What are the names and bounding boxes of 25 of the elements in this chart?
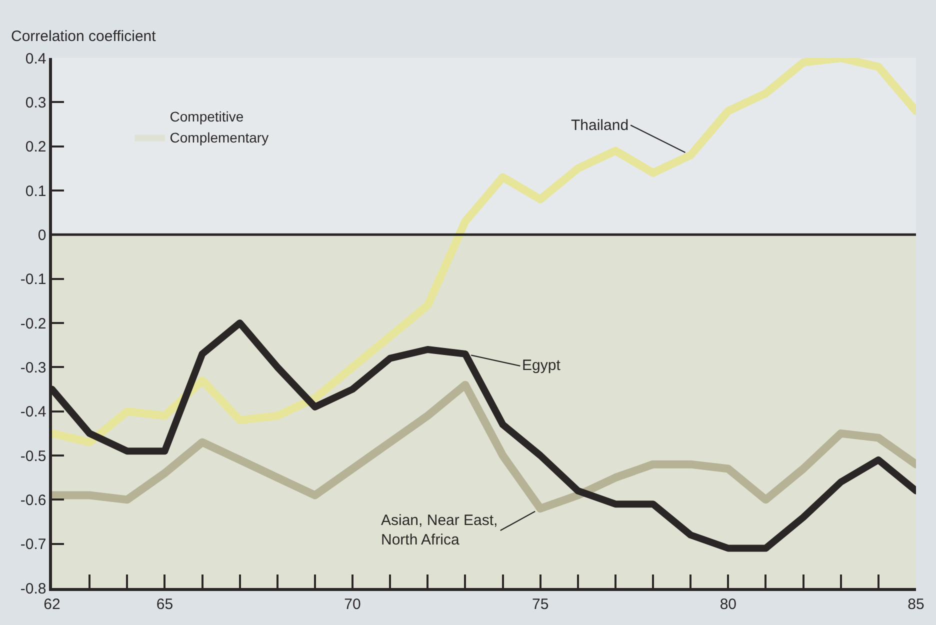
x-tick-label: 70 bbox=[344, 596, 361, 613]
y-tick-label: 0.1 bbox=[25, 182, 46, 200]
x-tick-label: 80 bbox=[720, 596, 737, 613]
legend-label: Complementary bbox=[170, 130, 269, 146]
x-tick-label: 65 bbox=[156, 596, 174, 613]
x-tick-label: 85 bbox=[908, 596, 924, 613]
legend-label: Egypt bbox=[522, 357, 562, 374]
x-tick-label: 75 bbox=[532, 596, 549, 613]
y-axis-title: Correlation coefficient bbox=[11, 28, 157, 45]
x-tick-label: 62 bbox=[44, 596, 60, 613]
y-tick-label: -0.5 bbox=[20, 448, 46, 465]
y-tick-label: 0.3 bbox=[25, 94, 46, 112]
series-label: Thailand bbox=[571, 117, 629, 134]
text: Asian, Near East, North Africa bbox=[381, 512, 498, 548]
y-tick-label: -0.2 bbox=[20, 315, 46, 332]
y-tick-label: -0.3 bbox=[20, 359, 46, 376]
y-tick-label: -0.8 bbox=[20, 580, 46, 598]
y-tick-label: -0.7 bbox=[20, 536, 46, 554]
y-tick-label: -0.4 bbox=[20, 404, 46, 421]
y-tick-label: -0.1 bbox=[20, 271, 46, 288]
y-tick-label: -0.6 bbox=[20, 492, 46, 509]
y-tick-label: 0 bbox=[38, 226, 46, 244]
band-label: Competitive bbox=[170, 108, 244, 124]
y-tick-label: 0.4 bbox=[25, 50, 46, 68]
y-tick-label: 0.2 bbox=[25, 138, 46, 156]
